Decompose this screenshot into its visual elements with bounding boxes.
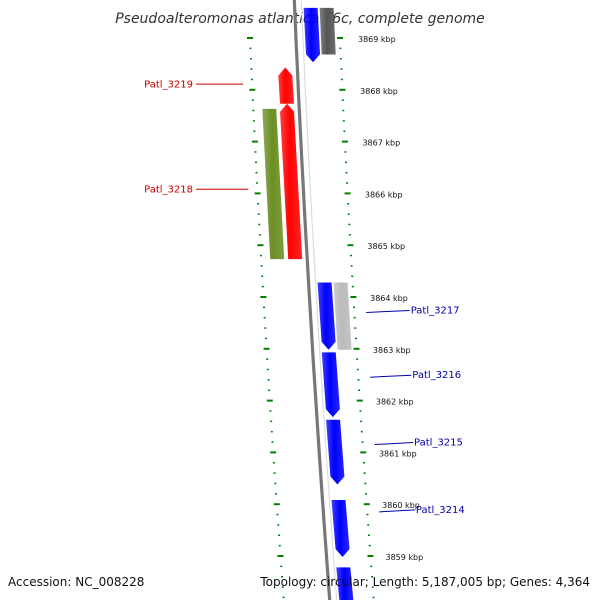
feature-olive-feature[interactable] xyxy=(262,108,285,260)
backbone xyxy=(292,0,338,600)
scale-label: 3866 kbp xyxy=(365,190,403,199)
scale-labels: 3869 kbp 3868 kbp 3867 kbp 3866 kbp 3865 kbp… xyxy=(358,35,423,562)
feature-top-blue[interactable] xyxy=(303,7,321,63)
label-leader xyxy=(370,374,412,378)
gene-label-Patl_3217[interactable]: Patl_3217 xyxy=(411,305,460,316)
gene-label-Patl_3214[interactable]: Patl_3214 xyxy=(416,505,465,516)
label-leader xyxy=(374,442,414,446)
feature-Patl_3218[interactable] xyxy=(280,103,303,260)
scale-label: 3869 kbp xyxy=(358,35,396,44)
scale-label: 3859 kbp xyxy=(385,553,423,562)
feature-Patl_3219[interactable] xyxy=(278,67,295,104)
scale-label: 3864 kbp xyxy=(370,294,408,303)
scale-label: 3867 kbp xyxy=(362,139,400,148)
feature-track xyxy=(262,7,354,600)
gene-label-Patl_3216[interactable]: Patl_3216 xyxy=(412,370,461,381)
label-leader xyxy=(379,509,415,513)
gene-label-Patl_3215[interactable]: Patl_3215 xyxy=(414,438,463,449)
gene-labels: Patl_3219 Patl_3218 Patl_3217 Patl_3216 Patl… xyxy=(144,80,465,516)
feature-gray-3217[interactable] xyxy=(333,282,352,350)
scale-label: 3865 kbp xyxy=(367,242,405,251)
scale-label: 3863 kbp xyxy=(373,346,411,355)
scale-label: 3860 kbp xyxy=(382,501,420,510)
map-title: Pseudoalteromonas atlantica T6c, complet… xyxy=(115,11,485,27)
feature-Patl_3216[interactable] xyxy=(321,352,340,418)
backbone-outer-line xyxy=(292,0,332,600)
gene-label-Patl_3218[interactable]: Patl_3218 xyxy=(144,185,193,196)
feature-Patl_3215[interactable] xyxy=(326,419,345,485)
backbone-inner-line xyxy=(300,0,338,600)
feature-bottom-blue[interactable] xyxy=(336,567,354,600)
scale-label: 3868 kbp xyxy=(360,87,398,96)
accession-text: Accession: NC_008228 xyxy=(8,575,144,589)
gene-label-Patl_3219[interactable]: Patl_3219 xyxy=(144,80,193,91)
feature-top-gray[interactable] xyxy=(319,7,336,55)
label-leader xyxy=(366,309,410,313)
feature-Patl_3214[interactable] xyxy=(331,500,350,557)
topology-text: Topology: circular; Length: 5,187,005 bp… xyxy=(259,575,590,589)
tick-marks xyxy=(246,37,375,599)
feature-Patl_3217[interactable] xyxy=(317,282,336,350)
scale-label: 3862 kbp xyxy=(376,398,414,407)
scale-label: 3861 kbp xyxy=(379,449,417,458)
